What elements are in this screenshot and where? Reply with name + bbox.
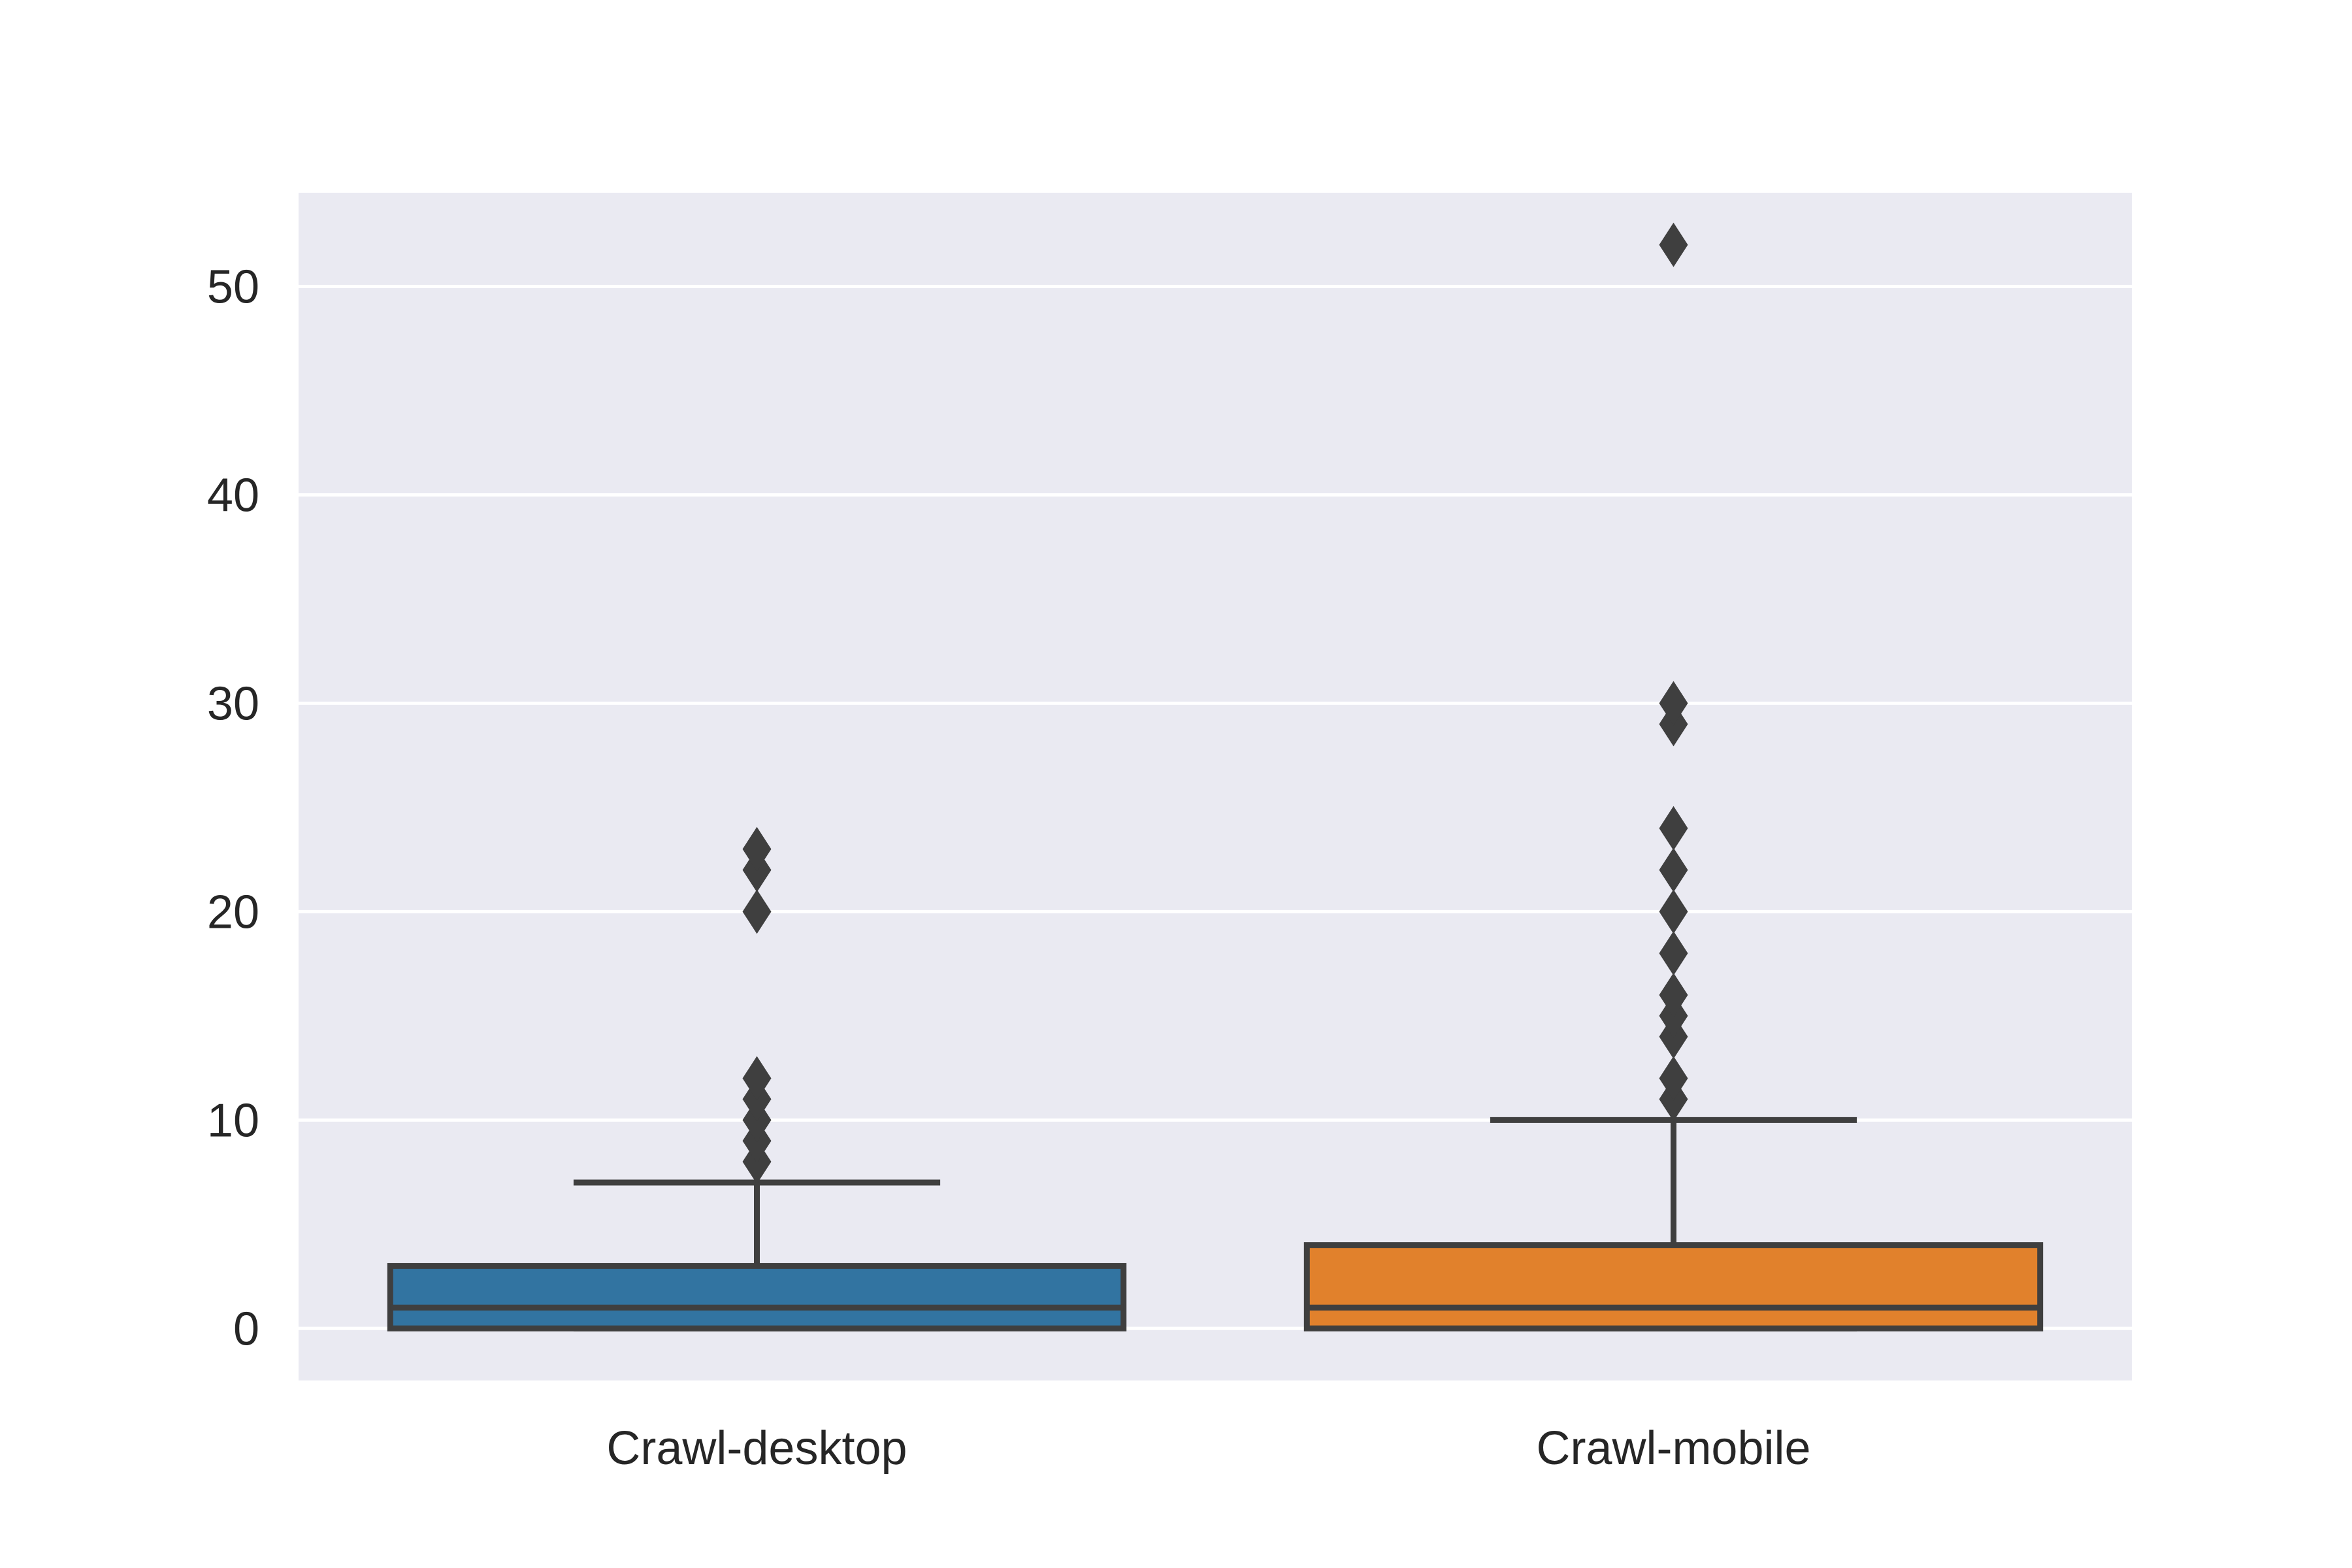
iqr-box	[387, 1263, 1127, 1331]
y-tick-label: 10	[207, 1094, 259, 1147]
y-tick-label: 40	[207, 469, 259, 521]
outlier-point	[1659, 972, 1688, 1017]
outlier-point	[1659, 806, 1688, 851]
y-tick-label: 0	[233, 1303, 259, 1355]
x-axis-category-labels: Crawl-desktop Crawl-mobile	[606, 1422, 1810, 1475]
box-group	[387, 826, 1127, 1331]
plot-background	[299, 193, 2132, 1380]
y-tick-label: 20	[207, 886, 259, 938]
outlier-point	[1659, 931, 1688, 976]
x-category-label: Crawl-mobile	[1536, 1422, 1810, 1475]
outlier-point	[1659, 222, 1688, 267]
box-series	[387, 222, 2044, 1331]
box-group	[1303, 222, 2044, 1331]
x-category-label: Crawl-desktop	[606, 1422, 907, 1475]
outlier-point	[742, 1056, 772, 1101]
y-tick-label: 50	[207, 261, 259, 314]
outlier-point	[742, 826, 772, 872]
iqr-box	[1303, 1242, 2044, 1331]
outlier-point	[1659, 681, 1688, 726]
outlier-point	[1659, 847, 1688, 892]
outlier-point	[742, 889, 772, 934]
outlier-point	[1659, 1056, 1688, 1101]
y-tick-label: 30	[207, 678, 259, 730]
outlier-point	[1659, 889, 1688, 934]
y-axis-tick-labels: 0 10 20 30 40 50	[207, 261, 259, 1356]
